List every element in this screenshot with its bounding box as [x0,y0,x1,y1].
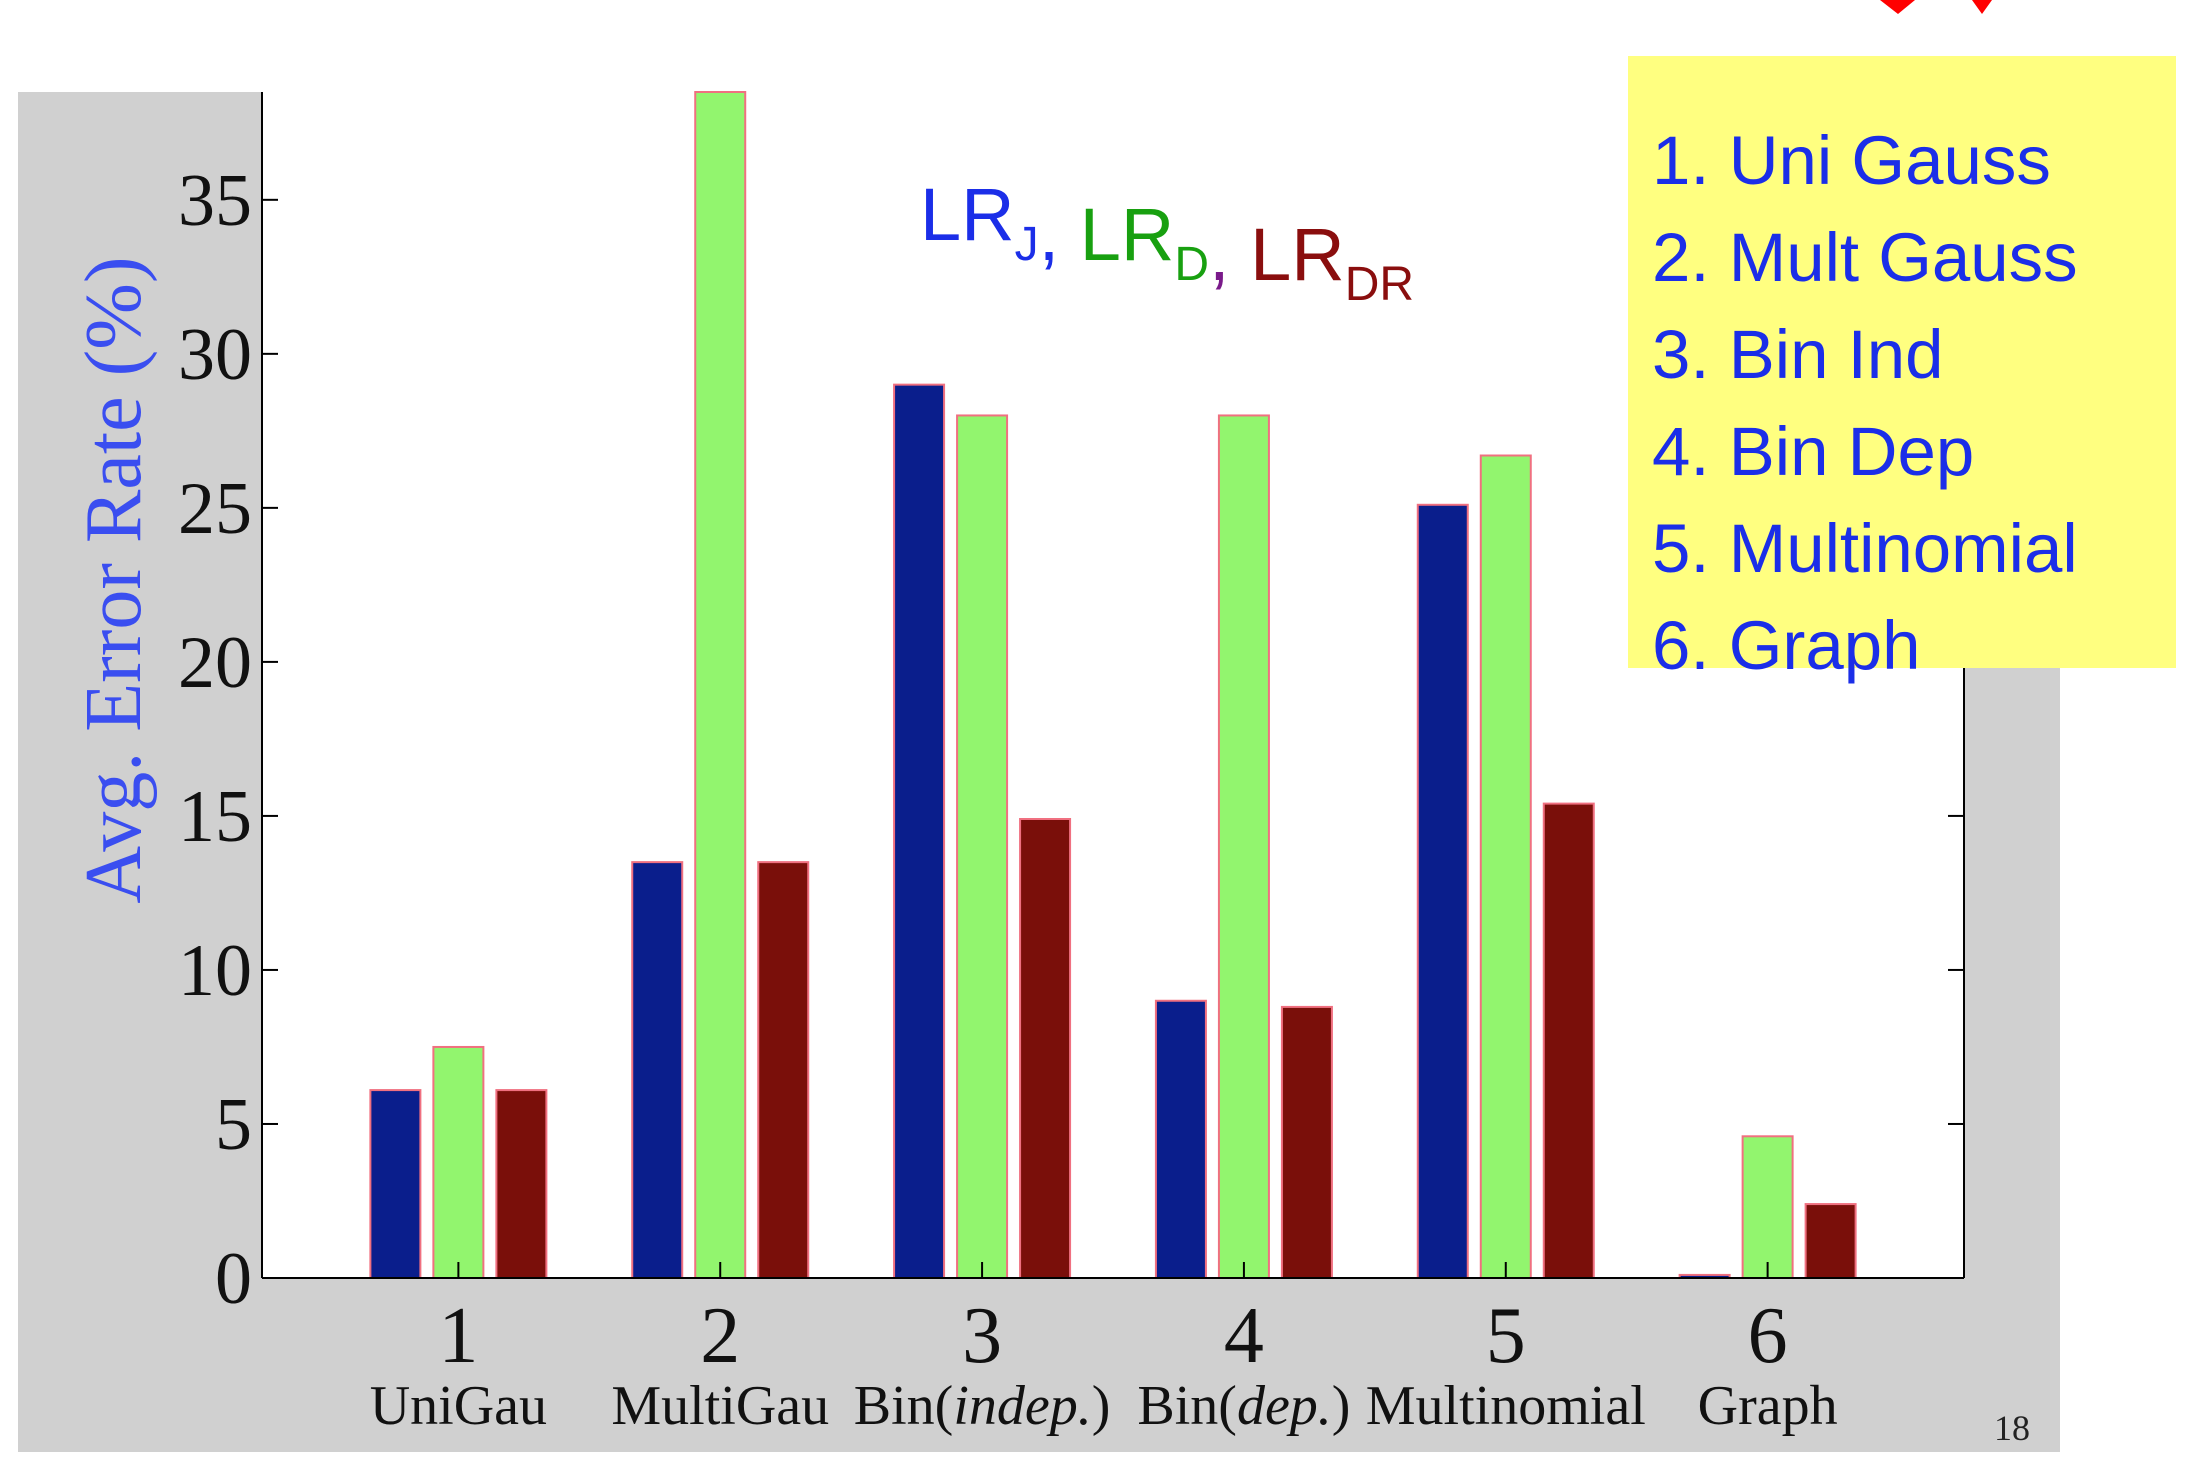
x-tick-label: 2 [700,1292,740,1380]
legend-item: 1. Uni Gauss [1652,122,2051,199]
y-tick-label: 10 [178,930,252,1012]
x-tick-label: 1 [438,1292,478,1380]
x-category-name: Bin(indep.) [854,1375,1111,1437]
bar-LRDR-3 [1019,818,1072,1280]
legend-item: 3. Bin Ind [1652,316,1944,393]
y-tick-label: 20 [178,622,252,704]
bar-LRD-2 [694,91,747,1279]
bar-LRDR-4 [1280,1005,1333,1280]
bar-group [369,91,1857,1280]
page-number: 18 [1994,1408,2030,1448]
x-category-name: Multinomial [1366,1375,1646,1437]
bar-LRD-5 [1479,454,1532,1280]
x-category-name: MultiGau [611,1375,829,1437]
bar-LRJ-5 [1416,503,1469,1279]
bar-LRDR-1 [495,1089,548,1279]
legend-item: 6. Graph [1652,607,1921,684]
x-tick-label: 4 [1224,1292,1264,1380]
x-tick-label: 6 [1748,1292,1788,1380]
x-category-name: Graph [1698,1375,1838,1437]
y-tick-label: 5 [215,1084,252,1166]
legend-item: 5. Multinomial [1652,510,2078,587]
bar-LRJ-1 [369,1089,422,1279]
bar-LRJ-2 [631,861,684,1279]
y-tick-label: 35 [178,160,252,242]
bar-LRDR-2 [757,861,810,1279]
legend-item: 4. Bin Dep [1652,413,1975,490]
y-tick-label: 25 [178,468,252,550]
bar-LRJ-4 [1154,999,1207,1279]
y-axis-label: Avg. Error Rate (%) [70,256,158,903]
title-fragment-top-right [1880,0,1915,14]
bar-LRDR-6 [1804,1203,1857,1279]
legend-box: 1. Uni Gauss 2. Mult Gauss 3. Bin Ind 4.… [1628,56,2176,684]
bar-LRD-3 [956,414,1009,1280]
y-tick-label: 30 [178,314,252,396]
x-tick-label: 3 [962,1292,1002,1380]
y-tick-label: 15 [178,776,252,858]
bar-LRD-4 [1217,414,1270,1280]
x-category-name: UniGau [370,1375,547,1437]
x-category-name: Bin(dep.) [1137,1375,1350,1437]
bar-LRDR-5 [1542,802,1595,1279]
title-fragment-top-right-2 [1972,0,1992,14]
legend-item: 2. Mult Gauss [1652,219,2078,296]
bar-LRD-1 [432,1045,485,1280]
bar-LRD-6 [1741,1135,1794,1280]
bar-LRJ-3 [893,383,946,1279]
y-tick-label: 0 [215,1238,252,1320]
series-title: LRJ, LRD, LRDR [920,173,1414,311]
x-tick-label: 5 [1486,1292,1526,1380]
y-axis-ticks: 0 5 10 15 20 25 30 35 [178,160,1964,1320]
